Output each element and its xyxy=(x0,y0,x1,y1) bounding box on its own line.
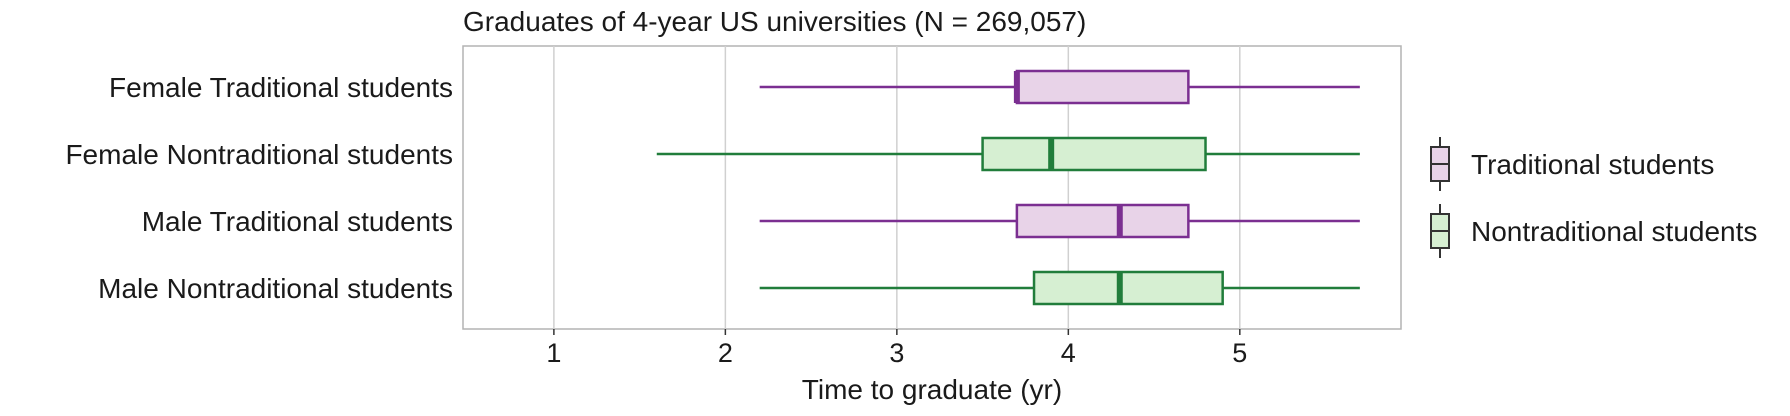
row-labels: Female Traditional students Female Nontra… xyxy=(65,72,453,304)
row-label-4: Male Nontraditional students xyxy=(98,273,453,304)
x-axis-ticks: 1 2 3 4 5 xyxy=(546,329,1247,368)
tick-label-2: 2 xyxy=(718,338,733,368)
tick-label-4: 4 xyxy=(1061,338,1076,368)
row-label-2: Female Nontraditional students xyxy=(65,139,453,170)
box-series xyxy=(656,69,1360,306)
legend: Traditional students Nontraditional stude… xyxy=(1430,137,1757,258)
box-iqr xyxy=(1015,69,1190,105)
box-iqr xyxy=(1032,270,1224,306)
box-row-1 xyxy=(759,69,1360,105)
legend-key-1 xyxy=(1430,137,1450,191)
tick-label-1: 1 xyxy=(546,338,561,368)
box-row-3 xyxy=(759,203,1360,239)
box-iqr xyxy=(981,136,1207,172)
box-iqr xyxy=(1015,203,1190,239)
tick-label-5: 5 xyxy=(1232,338,1247,368)
chart-title: Graduates of 4-year US universities (N =… xyxy=(463,6,1086,37)
box-row-4 xyxy=(759,270,1360,306)
legend-label-2: Nontraditional students xyxy=(1471,216,1757,247)
row-label-1: Female Traditional students xyxy=(109,72,453,103)
legend-key-2 xyxy=(1430,204,1450,258)
plot-panel xyxy=(462,45,1402,330)
x-axis-title: Time to graduate (yr) xyxy=(802,374,1062,405)
row-label-3: Male Traditional students xyxy=(142,206,453,237)
tick-label-3: 3 xyxy=(889,338,904,368)
legend-label-1: Traditional students xyxy=(1471,149,1714,180)
box-row-2 xyxy=(656,136,1360,172)
